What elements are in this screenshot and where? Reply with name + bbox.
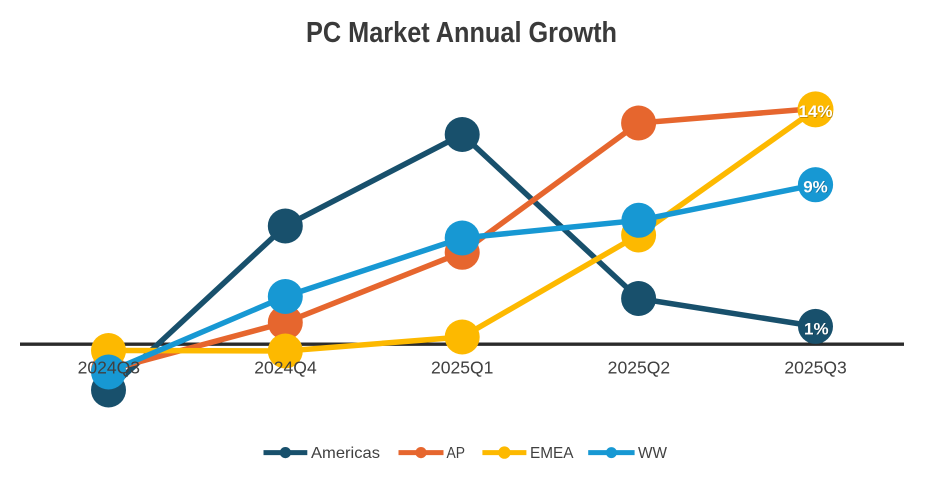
svg-text:2024Q3: 2024Q3 (78, 358, 140, 378)
svg-text:Americas: Americas (311, 445, 380, 462)
svg-text:2025Q3: 2025Q3 (784, 358, 846, 378)
svg-text:14%: 14% (799, 103, 833, 122)
svg-text:1%: 1% (805, 320, 830, 339)
svg-text:AP: AP (447, 445, 466, 462)
svg-text:2025Q1: 2025Q1 (431, 358, 493, 378)
svg-text:1%: 1% (804, 319, 829, 338)
svg-text:WW: WW (638, 445, 668, 462)
svg-text:2025Q2: 2025Q2 (608, 358, 670, 378)
svg-text:PC Market Annual Growth: PC Market Annual Growth (306, 17, 617, 49)
svg-text:EMEA: EMEA (530, 445, 574, 462)
svg-text:14%: 14% (798, 102, 832, 121)
svg-text:9%: 9% (803, 177, 828, 196)
svg-text:2024Q4: 2024Q4 (254, 358, 317, 378)
svg-text:9%: 9% (804, 178, 829, 197)
